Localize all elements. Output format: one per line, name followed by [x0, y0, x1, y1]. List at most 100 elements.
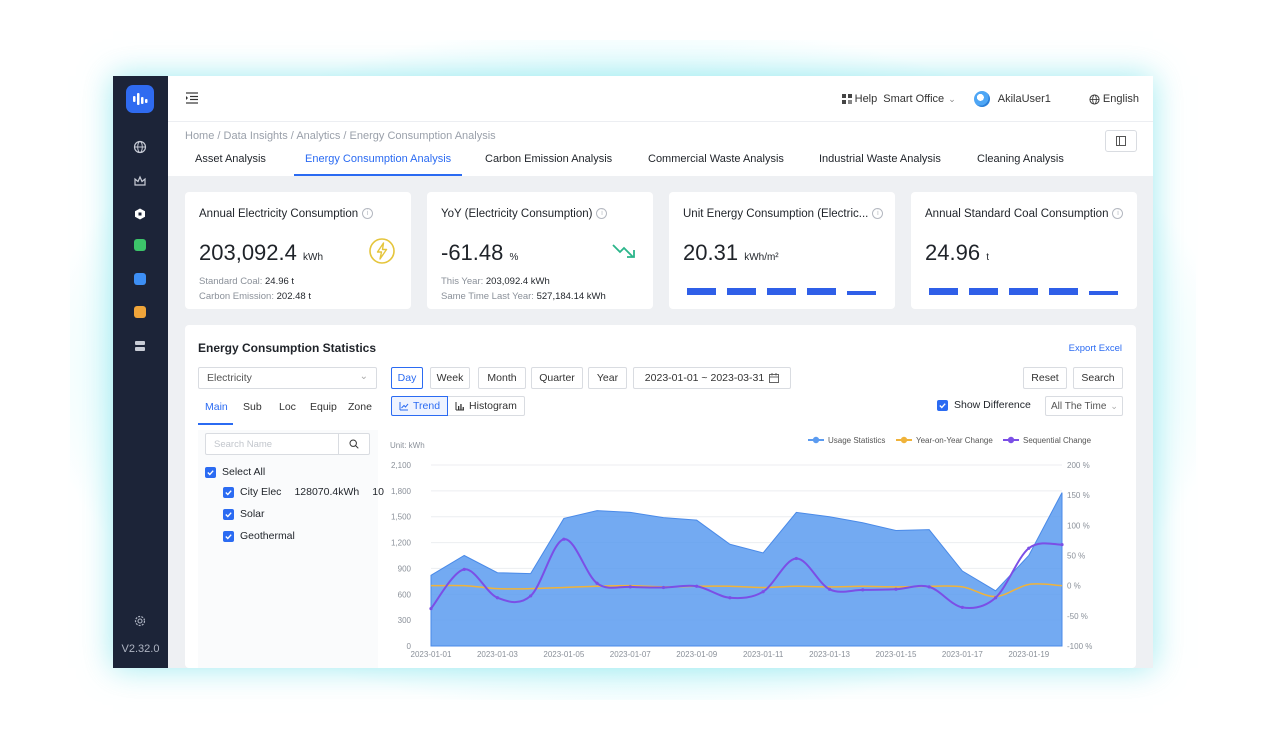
- globe-icon[interactable]: [132, 139, 148, 155]
- energy-statistics-panel: Energy Consumption Statistics Export Exc…: [185, 325, 1136, 668]
- tab-loc[interactable]: Loc: [279, 401, 296, 413]
- x-tick-label: 2023-01-03: [477, 650, 518, 659]
- tab-asset-analysis[interactable]: Asset Analysis: [195, 153, 266, 165]
- y-right-tick-label: 150 %: [1067, 491, 1090, 500]
- breadcrumb-analytics[interactable]: Analytics: [296, 130, 341, 142]
- workspace-dropdown[interactable]: Smart Office ⌄: [883, 93, 955, 105]
- info-icon[interactable]: i: [362, 208, 374, 220]
- sequential-point: [794, 556, 798, 561]
- mini-bar: [929, 288, 958, 295]
- tree-item-geothermal[interactable]: Geothermal: [223, 530, 295, 542]
- card-value: 24.96 t: [925, 240, 989, 266]
- select-all-checkbox[interactable]: Select All: [205, 466, 265, 478]
- info-icon[interactable]: i: [1112, 208, 1124, 220]
- globe-language-icon: [1089, 93, 1100, 105]
- y-left-tick-label: 2,100: [391, 461, 412, 470]
- x-tick-label: 2023-01-19: [1008, 650, 1049, 659]
- carbon-emission-line: Carbon Emission: 202.48 t: [199, 291, 311, 302]
- period-year-button[interactable]: Year: [588, 367, 627, 389]
- mini-bar: [1049, 288, 1078, 295]
- tab-carbon-emission-analysis[interactable]: Carbon Emission Analysis: [485, 153, 613, 165]
- time-range-select[interactable]: All The Time ⌄: [1045, 396, 1123, 416]
- menu-toggle-icon[interactable]: [185, 91, 199, 105]
- trend-label: Trend: [413, 400, 441, 412]
- tab-industrial-waste-analysis[interactable]: Industrial Waste Analysis: [819, 153, 941, 165]
- tab-cleaning-analysis[interactable]: Cleaning Analysis: [977, 153, 1064, 165]
- sidebar: V2.32.0: [113, 76, 168, 668]
- breadcrumb-separator: /: [290, 130, 297, 142]
- breadcrumb-current: Energy Consumption Analysis: [349, 130, 496, 142]
- tab-equip[interactable]: Equip: [310, 401, 337, 413]
- period-month-button[interactable]: Month: [478, 367, 526, 389]
- date-range-picker[interactable]: 2023-01-01 ~ 2023-03-31: [633, 367, 791, 389]
- tab-zone[interactable]: Zone: [348, 401, 372, 413]
- language-selector[interactable]: English: [1089, 93, 1139, 105]
- sequential-point: [462, 567, 466, 571]
- tab-sub[interactable]: Sub: [243, 401, 262, 413]
- period-week-button[interactable]: Week: [430, 367, 470, 389]
- period-day-button[interactable]: Day: [391, 367, 423, 389]
- card-value: -61.48 %: [441, 240, 518, 266]
- carbon-emission-value: 202.48 t: [276, 291, 311, 302]
- energy-type-value: Electricity: [207, 372, 252, 384]
- coal-value: 24.96: [925, 240, 981, 265]
- yoy-line: [430, 583, 1063, 598]
- trend-toggle[interactable]: Trend: [391, 396, 449, 416]
- date-range-value: 2023-01-01 ~ 2023-03-31: [644, 372, 765, 384]
- help-button[interactable]: Help: [841, 93, 877, 105]
- note-icon[interactable]: [132, 304, 148, 320]
- server-icon[interactable]: [132, 338, 148, 354]
- tab-energy-consumption-analysis[interactable]: Energy Consumption Analysis: [294, 152, 463, 176]
- page-header: Home / Data Insights / Analytics / Energ…: [168, 122, 1153, 176]
- user-menu[interactable]: AkilaUser1: [973, 91, 1051, 107]
- tree-search-button[interactable]: [338, 433, 370, 455]
- sequential-line: [430, 538, 1063, 610]
- mini-bar: [969, 288, 998, 295]
- search-button[interactable]: Search: [1073, 367, 1123, 389]
- tree-item-solar[interactable]: Solar: [223, 508, 265, 520]
- x-tick-label: 2023-01-17: [942, 650, 983, 659]
- mini-bar: [847, 291, 876, 295]
- stats-title: Energy Consumption Statistics: [198, 341, 377, 355]
- sequential-point: [927, 585, 931, 589]
- mini-bar: [1089, 291, 1118, 295]
- sequential-point: [960, 605, 964, 609]
- app-logo[interactable]: [126, 85, 154, 113]
- sequential-point: [628, 585, 632, 589]
- language-label: English: [1102, 93, 1139, 105]
- export-excel-link[interactable]: Export Excel: [1068, 343, 1122, 354]
- y-right-tick-label: -50 %: [1067, 612, 1088, 621]
- tree-search-input[interactable]: Search Name: [205, 433, 339, 455]
- y-left-tick-label: 0: [407, 642, 412, 651]
- breadcrumb-data-insights[interactable]: Data Insights: [223, 130, 288, 142]
- panel-toggle-button[interactable]: [1105, 130, 1137, 152]
- chat-icon[interactable]: [132, 237, 148, 253]
- show-difference-checkbox[interactable]: Show Difference: [937, 399, 1031, 411]
- crown-icon[interactable]: [132, 173, 148, 189]
- usage-area: [430, 492, 1063, 647]
- bolt-icon[interactable]: [132, 271, 148, 287]
- gear-icon[interactable]: [132, 613, 148, 629]
- legend-label: Year-on-Year Change: [916, 436, 993, 445]
- tab-main[interactable]: Main: [205, 401, 228, 413]
- info-icon[interactable]: i: [596, 208, 608, 220]
- breadcrumb: Home / Data Insights / Analytics / Energ…: [185, 130, 496, 142]
- energy-type-select[interactable]: Electricity ⌄: [198, 367, 377, 389]
- legend-marker: [900, 436, 908, 444]
- tab-commercial-waste-analysis[interactable]: Commercial Waste Analysis: [648, 153, 784, 165]
- period-quarter-button[interactable]: Quarter: [531, 367, 583, 389]
- cube-icon[interactable]: [132, 206, 148, 222]
- standard-coal-value: 24.96 t: [265, 276, 295, 287]
- sequential-point: [1060, 543, 1064, 547]
- info-icon[interactable]: i: [872, 208, 884, 220]
- reset-button[interactable]: Reset: [1023, 367, 1067, 389]
- mini-bar: [1009, 288, 1038, 295]
- histogram-toggle[interactable]: Histogram: [448, 396, 525, 416]
- trend-down-icon: [612, 244, 635, 258]
- topbar-actions: Help Smart Office ⌄ AkilaUser1 English: [832, 76, 1139, 122]
- tree-item-city-elec[interactable]: City Elec 128070.4kWh 10: [223, 486, 384, 498]
- histogram-icon: [455, 402, 465, 411]
- sequential-point: [728, 596, 732, 600]
- card-standard-coal: Annual Standard Coal Consumption i 24.96 …: [911, 192, 1137, 309]
- breadcrumb-home[interactable]: Home: [185, 130, 215, 142]
